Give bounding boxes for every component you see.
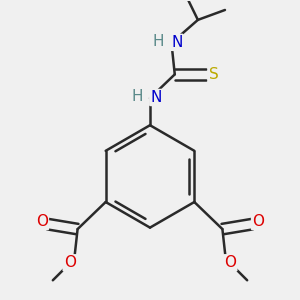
Text: H: H — [152, 34, 164, 49]
Text: O: O — [36, 214, 48, 229]
Text: O: O — [224, 255, 236, 270]
Text: N: N — [150, 90, 162, 105]
Text: O: O — [252, 214, 264, 229]
Text: S: S — [208, 67, 218, 82]
Text: O: O — [64, 255, 76, 270]
Text: N: N — [171, 35, 182, 50]
Text: H: H — [132, 89, 143, 104]
